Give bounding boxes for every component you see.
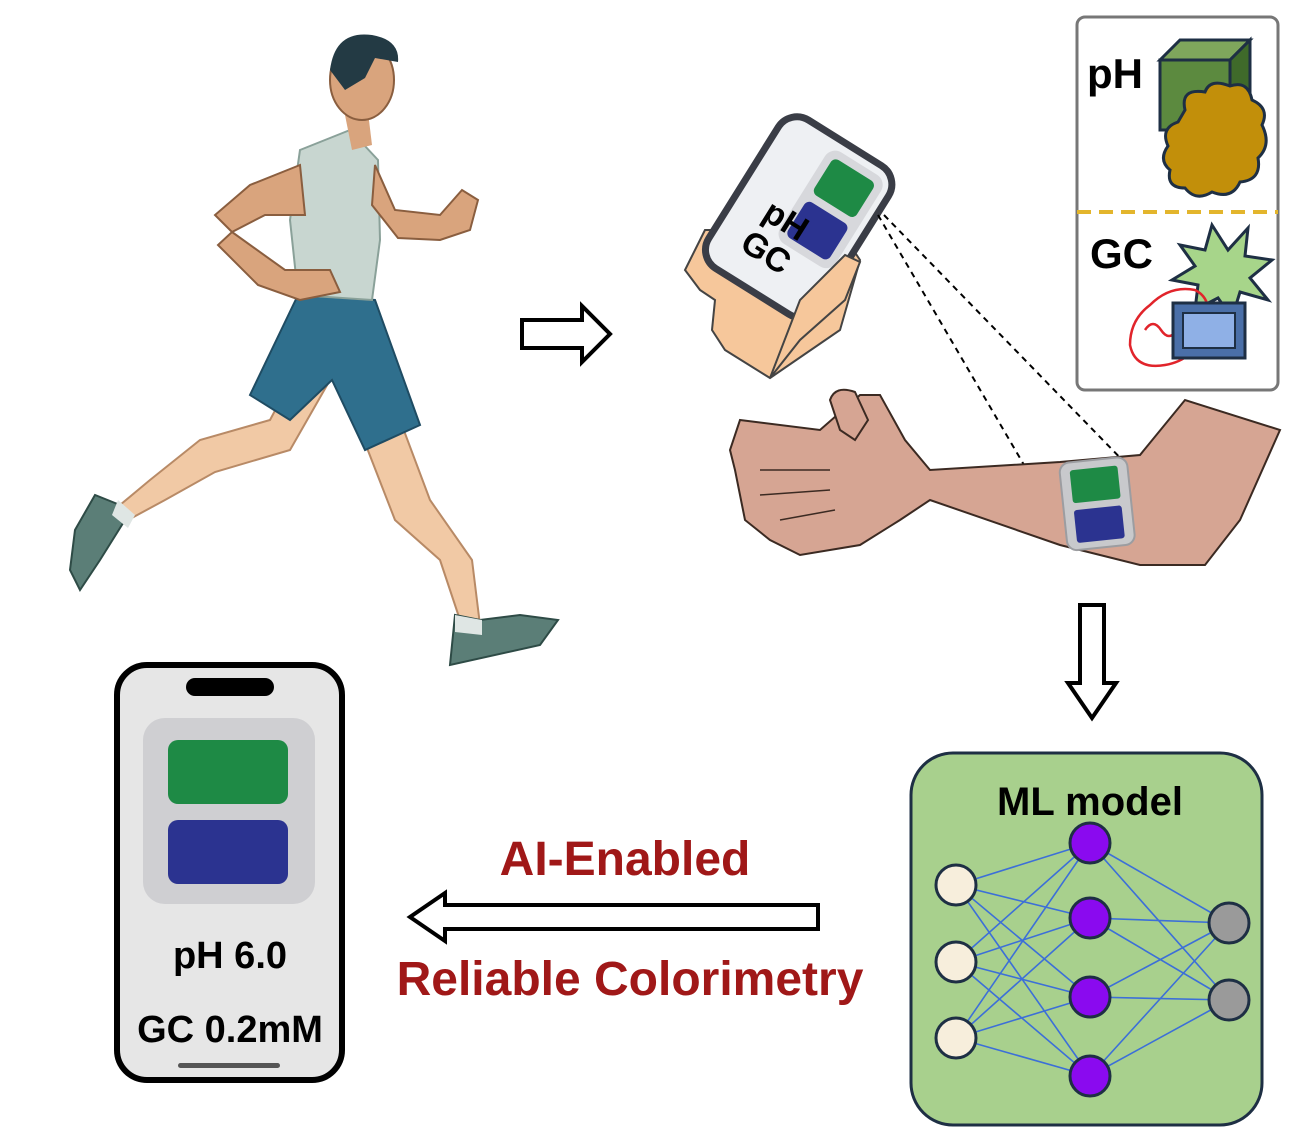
left-arrow-icon [406,889,820,945]
network-edge [1089,917,1230,924]
hand-holding-phone-icon: pH GC [683,113,896,380]
input-node [934,940,978,984]
mechanism-label-ph: pH [1087,50,1143,97]
network-edge [955,1037,1091,1077]
output-node [1207,901,1251,945]
network-edge [1089,842,1230,924]
mechanism-label-gc: GC [1090,230,1153,277]
caption-line-2: Reliable Colorimetry [397,953,864,1006]
ml-model-box: ML model [909,751,1264,1127]
arm-pad-top [1069,465,1121,504]
hidden-node [1068,1054,1112,1098]
network-edge [955,884,1091,1077]
network-edge [1089,922,1230,998]
home-indicator [178,1063,280,1068]
network-edge [1089,999,1230,1077]
hidden-node [1068,821,1112,865]
network-edge [1089,922,1230,1077]
network-edge [955,842,1091,1039]
gc-reading: GC 0.2mM [137,1009,323,1051]
network-edge [1089,842,1230,1001]
mechanism-box: pH GC [1075,15,1280,392]
result-pad-top [168,740,288,804]
phone-notch [186,678,274,696]
network-edge [955,996,1091,1039]
network-edge [955,961,1091,1077]
projection-lines [877,214,1133,531]
network-edge [955,842,1091,886]
output-node [1207,978,1251,1022]
caption-line-1: AI-Enabled [500,833,751,886]
hidden-node [1068,975,1112,1019]
hidden-node [1068,896,1112,940]
input-node [934,863,978,907]
network-edge [1089,917,1230,1001]
input-node [934,1016,978,1060]
arm-with-sensor-patch-icon [728,388,1282,566]
network-edge [955,961,1091,998]
handheld-pad-top [813,159,874,217]
ml-model-title: ML model [997,780,1183,824]
down-arrow-icon [1064,603,1120,722]
electrode-square-icon [1171,301,1247,360]
network-edge [955,917,1091,1039]
gold-particle-icon [1162,81,1268,198]
right-arrow-icon [520,301,613,367]
arm-pad-bottom [1074,505,1125,543]
ph-reading: pH 6.0 [173,935,287,977]
result-pad-bottom [168,820,288,884]
runner-illustration [68,34,560,667]
neural-network-icon [934,821,1251,1098]
smartphone-icon: pH 6.0 GC 0.2mM [114,662,345,1083]
network-edge [955,842,1091,963]
handheld-pad-bottom [787,201,848,260]
